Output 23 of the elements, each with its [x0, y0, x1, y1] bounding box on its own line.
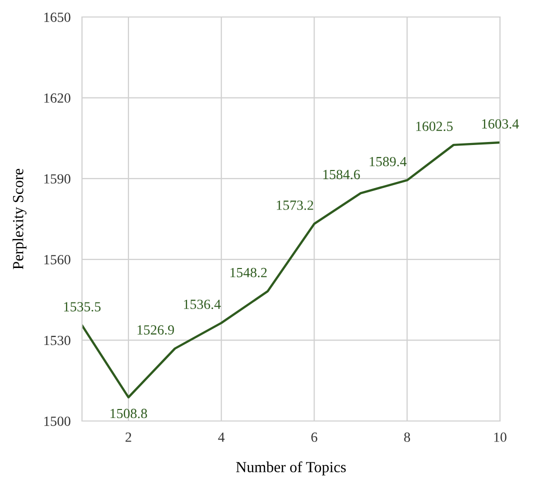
x-tick-label: 4 [218, 432, 225, 442]
data-label: 1602.5 [416, 122, 453, 132]
y-tick-label: 1560 [44, 254, 70, 264]
y-tick-label: 1500 [44, 416, 70, 426]
x-tick-label: 8 [404, 432, 410, 442]
data-label: 1573.2 [276, 200, 314, 210]
y-tick-label: 1650 [44, 12, 70, 22]
data-label: 1548.2 [230, 268, 267, 278]
x-tick-label: 2 [126, 432, 132, 442]
y-tick-label: 1620 [44, 93, 70, 103]
x-tick-label: 10 [494, 432, 506, 442]
y-tick-label: 1590 [44, 174, 70, 184]
x-axis-title: Number of Topics [236, 461, 346, 476]
x-tick-label: 6 [311, 432, 318, 442]
data-label: 1603.4 [482, 119, 519, 129]
data-label: 1535.5 [64, 302, 101, 312]
data-label: 1589.4 [370, 156, 407, 166]
data-label: 1536.4 [184, 300, 221, 310]
y-axis-title: Perplexity Score [12, 168, 26, 270]
data-label: 1584.6 [323, 170, 360, 180]
data-label: 1508.8 [110, 408, 148, 418]
data-label: 1526.9 [138, 325, 174, 335]
y-tick-label: 1530 [44, 336, 70, 346]
